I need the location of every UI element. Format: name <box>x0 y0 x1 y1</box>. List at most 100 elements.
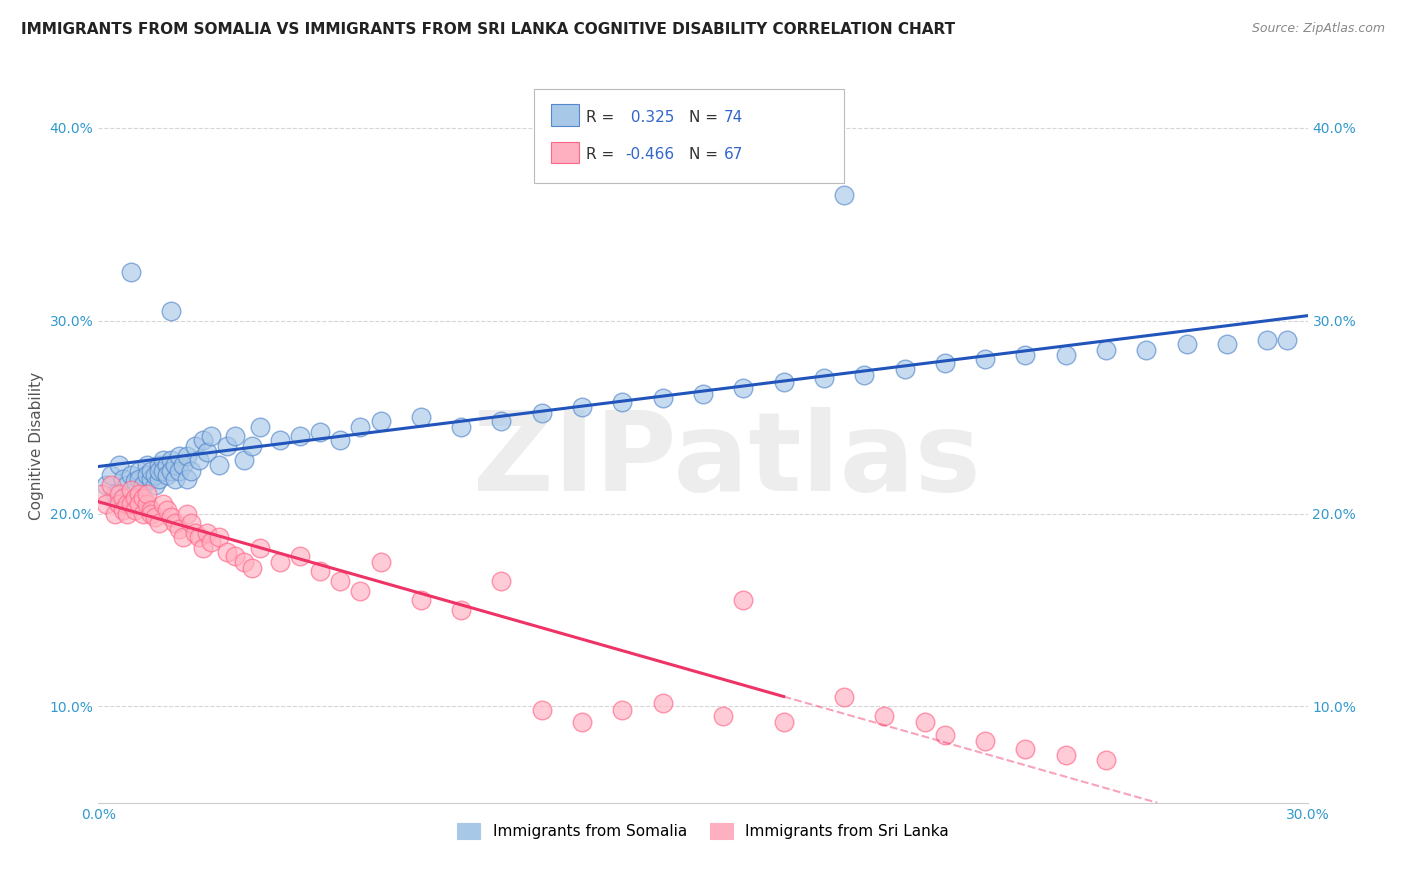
Point <box>96 497 118 511</box>
Point <box>1095 753 1118 767</box>
Point <box>120 467 142 482</box>
Text: N =: N = <box>689 110 723 125</box>
Point <box>176 507 198 521</box>
Point <box>1095 343 1118 357</box>
Point <box>91 487 114 501</box>
Point <box>120 483 142 498</box>
Point <box>100 467 122 482</box>
Point <box>240 560 263 574</box>
Point <box>193 541 215 556</box>
Point <box>135 467 157 482</box>
Point <box>143 477 166 491</box>
Point <box>107 458 129 473</box>
Point <box>120 497 142 511</box>
Point <box>612 394 634 409</box>
Point <box>156 467 179 482</box>
Point <box>409 410 432 425</box>
Text: 0.325: 0.325 <box>626 110 673 125</box>
Point <box>232 452 254 467</box>
Point <box>349 419 371 434</box>
Point <box>651 696 673 710</box>
Point <box>143 467 166 482</box>
Point <box>832 188 855 202</box>
Point <box>1135 343 1157 357</box>
Text: 74: 74 <box>724 110 744 125</box>
Point <box>873 709 896 723</box>
Point <box>370 414 392 428</box>
Point <box>139 507 162 521</box>
Point <box>349 583 371 598</box>
Point <box>711 709 734 723</box>
Point <box>184 439 207 453</box>
Point <box>100 477 122 491</box>
Point <box>195 444 218 458</box>
Point <box>491 574 513 588</box>
Point <box>180 464 202 478</box>
Point <box>152 497 174 511</box>
Point <box>370 555 392 569</box>
Point <box>224 429 246 443</box>
Point <box>224 549 246 563</box>
Point <box>107 497 129 511</box>
Point <box>772 376 794 390</box>
Point <box>1216 336 1239 351</box>
Point <box>450 419 472 434</box>
Point <box>1054 747 1077 762</box>
Text: ZIPatlas: ZIPatlas <box>474 407 981 514</box>
Point <box>974 352 997 367</box>
Point <box>152 464 174 478</box>
Point <box>156 502 179 516</box>
Point <box>148 472 170 486</box>
Point <box>329 574 352 588</box>
Point <box>135 458 157 473</box>
Point <box>163 472 186 486</box>
Point <box>132 491 155 505</box>
Point <box>1175 336 1198 351</box>
Point <box>167 522 190 536</box>
Point <box>853 368 876 382</box>
Point <box>329 434 352 448</box>
Point <box>269 434 291 448</box>
Y-axis label: Cognitive Disability: Cognitive Disability <box>30 372 44 520</box>
Point <box>491 414 513 428</box>
Point <box>232 555 254 569</box>
Point <box>571 401 593 415</box>
Point <box>208 458 231 473</box>
Point <box>139 502 162 516</box>
Text: R =: R = <box>586 110 620 125</box>
Point <box>914 714 936 729</box>
Point <box>160 304 183 318</box>
Point <box>103 507 125 521</box>
Point <box>167 449 190 463</box>
Point <box>249 419 271 434</box>
Point <box>148 464 170 478</box>
Point <box>530 703 553 717</box>
Text: N =: N = <box>689 147 723 162</box>
Point <box>733 381 755 395</box>
Text: Source: ZipAtlas.com: Source: ZipAtlas.com <box>1251 22 1385 36</box>
Point <box>160 510 183 524</box>
Point <box>115 477 138 491</box>
Point <box>409 593 432 607</box>
Point <box>124 474 146 488</box>
Point <box>832 690 855 704</box>
Point <box>934 356 956 370</box>
Text: -0.466: -0.466 <box>626 147 675 162</box>
Point <box>188 452 211 467</box>
Point <box>111 472 134 486</box>
Point <box>1014 348 1036 362</box>
Point <box>530 406 553 420</box>
Point <box>132 477 155 491</box>
Point <box>217 545 239 559</box>
Point <box>772 714 794 729</box>
Point <box>124 491 146 505</box>
Point <box>135 497 157 511</box>
Point <box>200 535 222 549</box>
Point <box>128 464 150 478</box>
Point <box>172 458 194 473</box>
Point <box>249 541 271 556</box>
Point <box>163 516 186 530</box>
Point <box>103 487 125 501</box>
Point <box>1256 333 1278 347</box>
Point <box>128 487 150 501</box>
